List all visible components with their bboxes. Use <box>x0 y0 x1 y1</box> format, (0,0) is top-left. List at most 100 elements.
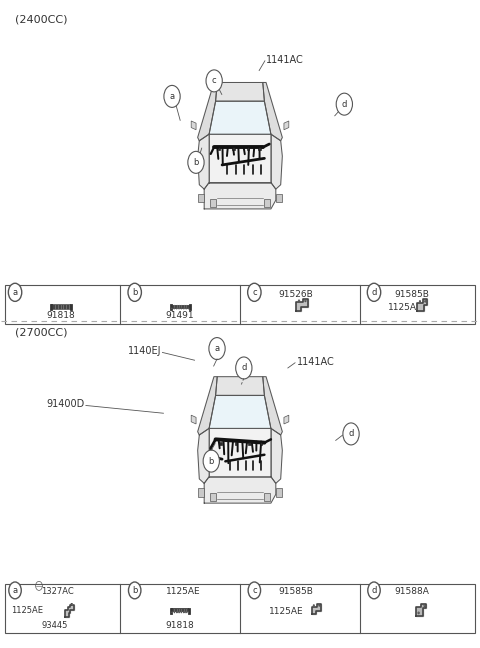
Circle shape <box>176 308 177 309</box>
Circle shape <box>171 308 172 309</box>
Polygon shape <box>65 605 73 617</box>
Circle shape <box>188 612 189 613</box>
Text: b: b <box>132 288 137 297</box>
Text: c: c <box>252 586 257 595</box>
Circle shape <box>186 308 187 309</box>
Circle shape <box>176 612 177 613</box>
Polygon shape <box>191 415 196 424</box>
Text: d: d <box>372 288 377 297</box>
Circle shape <box>174 612 175 613</box>
Bar <box>235 442 237 445</box>
Polygon shape <box>198 194 204 202</box>
Circle shape <box>8 283 22 301</box>
Text: 91491: 91491 <box>166 311 194 320</box>
Text: (2700CC): (2700CC) <box>15 327 68 337</box>
Bar <box>260 442 263 445</box>
Text: 93445: 93445 <box>41 621 68 631</box>
Text: 91588A: 91588A <box>394 586 429 596</box>
Circle shape <box>164 86 180 108</box>
Bar <box>232 147 235 150</box>
Circle shape <box>179 612 180 613</box>
Circle shape <box>181 308 182 309</box>
Polygon shape <box>198 488 204 496</box>
Circle shape <box>209 338 225 360</box>
Polygon shape <box>284 415 289 424</box>
Polygon shape <box>263 376 282 435</box>
Text: d: d <box>348 430 354 439</box>
Text: c: c <box>212 76 216 86</box>
Circle shape <box>179 308 180 309</box>
Circle shape <box>248 582 261 599</box>
Text: b: b <box>193 158 199 167</box>
Circle shape <box>368 582 380 599</box>
Text: d: d <box>372 586 377 595</box>
Bar <box>258 147 261 150</box>
Polygon shape <box>264 199 270 207</box>
Circle shape <box>336 93 352 115</box>
Polygon shape <box>264 493 270 501</box>
Circle shape <box>129 582 141 599</box>
Polygon shape <box>276 194 282 202</box>
Polygon shape <box>204 477 276 503</box>
Polygon shape <box>296 299 308 311</box>
Circle shape <box>188 308 189 309</box>
Circle shape <box>203 450 219 472</box>
Polygon shape <box>209 101 271 134</box>
Text: 1140EJ: 1140EJ <box>128 346 161 356</box>
Circle shape <box>183 612 184 613</box>
Text: a: a <box>215 344 219 353</box>
Circle shape <box>343 423 359 445</box>
Circle shape <box>174 308 175 309</box>
Circle shape <box>367 283 381 301</box>
Text: a: a <box>169 92 175 101</box>
Polygon shape <box>191 121 196 130</box>
Text: 91585B: 91585B <box>394 290 429 299</box>
Polygon shape <box>312 604 321 614</box>
Polygon shape <box>198 376 217 435</box>
Text: 1141AC: 1141AC <box>297 356 334 367</box>
Circle shape <box>185 612 186 613</box>
Polygon shape <box>271 134 282 189</box>
Text: 1327AC: 1327AC <box>41 586 74 596</box>
Bar <box>247 147 249 150</box>
Circle shape <box>128 283 142 301</box>
Polygon shape <box>271 428 282 483</box>
Polygon shape <box>216 376 264 395</box>
Polygon shape <box>284 121 289 130</box>
Polygon shape <box>209 395 271 428</box>
Polygon shape <box>416 603 426 616</box>
Text: c: c <box>252 288 257 297</box>
Polygon shape <box>204 183 276 209</box>
Bar <box>218 147 220 150</box>
Text: 1125AE: 1125AE <box>166 586 201 596</box>
Circle shape <box>236 357 252 379</box>
Polygon shape <box>209 134 271 183</box>
Text: 1125AE: 1125AE <box>11 606 43 615</box>
Polygon shape <box>209 428 271 477</box>
Circle shape <box>183 308 184 309</box>
Bar <box>5 285 475 324</box>
Text: 91818: 91818 <box>46 311 75 320</box>
Text: 91585B: 91585B <box>278 586 313 596</box>
Text: 1141AC: 1141AC <box>266 55 304 65</box>
Text: d: d <box>342 100 347 109</box>
Polygon shape <box>210 493 216 501</box>
Text: b: b <box>132 586 137 595</box>
Text: 91818: 91818 <box>166 621 194 631</box>
Circle shape <box>206 70 222 92</box>
Circle shape <box>9 582 21 599</box>
Circle shape <box>248 283 261 301</box>
Text: 91400D: 91400D <box>46 399 84 409</box>
Polygon shape <box>263 82 282 141</box>
Polygon shape <box>198 134 209 189</box>
Text: b: b <box>209 457 214 465</box>
Polygon shape <box>216 82 264 101</box>
Polygon shape <box>198 428 209 483</box>
Text: 1125AE: 1125AE <box>269 607 303 616</box>
Text: (2400CC): (2400CC) <box>15 15 68 25</box>
Text: 1125AE: 1125AE <box>388 303 423 312</box>
Bar <box>219 442 222 445</box>
Text: a: a <box>12 288 18 297</box>
Text: d: d <box>241 364 247 373</box>
Polygon shape <box>198 82 217 141</box>
